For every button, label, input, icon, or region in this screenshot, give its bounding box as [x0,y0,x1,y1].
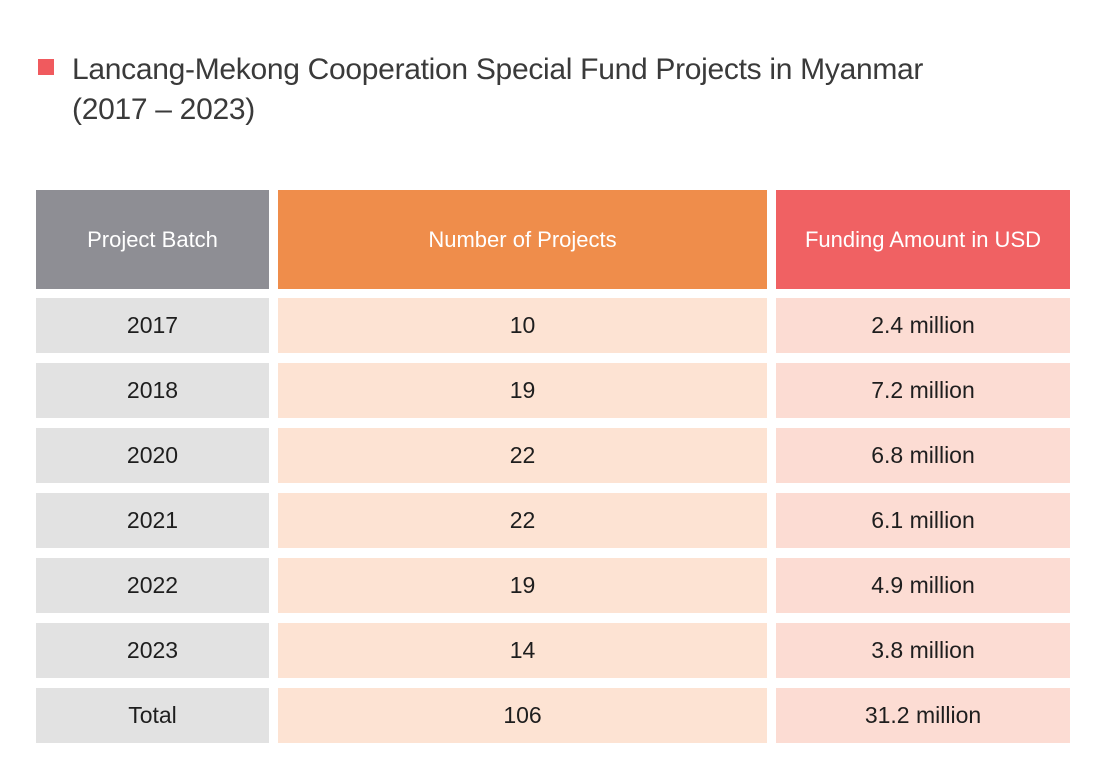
title-line-2: (2017 – 2023) [72,93,255,126]
table-row: 2018 19 7.2 million [36,363,1070,418]
cell-number-of-projects: 22 [278,428,767,483]
cell-funding-amount: 6.1 million [776,493,1070,548]
header-number-of-projects: Number of Projects [278,190,767,289]
cell-number-of-projects: 19 [278,558,767,613]
cell-funding-amount: 7.2 million [776,363,1070,418]
table-row: 2017 10 2.4 million [36,298,1070,353]
cell-project-batch: 2018 [36,363,269,418]
page-title: Lancang-Mekong Cooperation Special Fund … [72,50,923,130]
table-header-row: Project Batch Number of Projects Funding… [36,190,1070,289]
table-row: 2020 22 6.8 million [36,428,1070,483]
title-line-1: Lancang-Mekong Cooperation Special Fund … [72,53,924,86]
cell-project-batch: 2020 [36,428,269,483]
header-funding-amount: Funding Amount in USD [776,190,1070,289]
cell-project-batch: 2017 [36,298,269,353]
cell-number-of-projects: 22 [278,493,767,548]
cell-funding-amount: 6.8 million [776,428,1070,483]
table-row: 2023 14 3.8 million [36,623,1070,678]
cell-project-batch: 2021 [36,493,269,548]
cell-funding-amount: 4.9 million [776,558,1070,613]
cell-number-of-projects: 106 [278,688,767,743]
table-row: 2021 22 6.1 million [36,493,1070,548]
cell-number-of-projects: 10 [278,298,767,353]
header-project-batch: Project Batch [36,190,269,289]
cell-project-batch: 2022 [36,558,269,613]
cell-funding-amount: 3.8 million [776,623,1070,678]
cell-number-of-projects: 19 [278,363,767,418]
table-row: 2022 19 4.9 million [36,558,1070,613]
cell-project-batch: Total [36,688,269,743]
cell-number-of-projects: 14 [278,623,767,678]
table-row: Total 106 31.2 million [36,688,1070,743]
cell-project-batch: 2023 [36,623,269,678]
title-marker-icon [38,59,54,75]
cell-funding-amount: 2.4 million [776,298,1070,353]
cell-funding-amount: 31.2 million [776,688,1070,743]
